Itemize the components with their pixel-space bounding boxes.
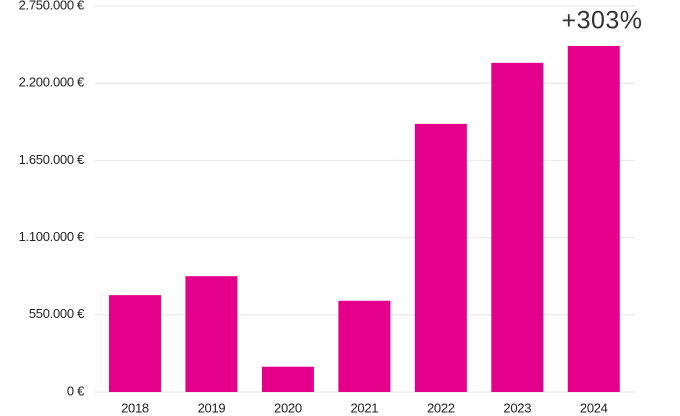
x-tick-label: 2024 [580,400,608,415]
bar [338,300,391,392]
x-tick-label: 2018 [121,400,149,415]
bar [261,366,314,392]
y-tick-label: 550.000 € [29,306,85,321]
y-tick-label: 1.100.000 € [19,229,85,244]
bar [108,295,161,392]
x-tick-label: 2023 [503,400,531,415]
x-tick-label: 2019 [198,400,226,415]
x-tick-label: 2020 [274,400,302,415]
y-tick-label: 2.200.000 € [19,75,85,90]
bar [185,276,238,392]
bar [414,123,467,392]
bar [491,62,544,393]
y-tick-label: 1.650.000 € [19,152,85,167]
y-tick-label: 0 € [67,383,85,398]
y-tick-label: 2.750.000 € [19,0,85,12]
x-tick-label: 2021 [351,400,379,415]
bar [567,46,620,393]
annotation: +303% [561,7,642,35]
x-tick-label: 2022 [427,400,455,415]
